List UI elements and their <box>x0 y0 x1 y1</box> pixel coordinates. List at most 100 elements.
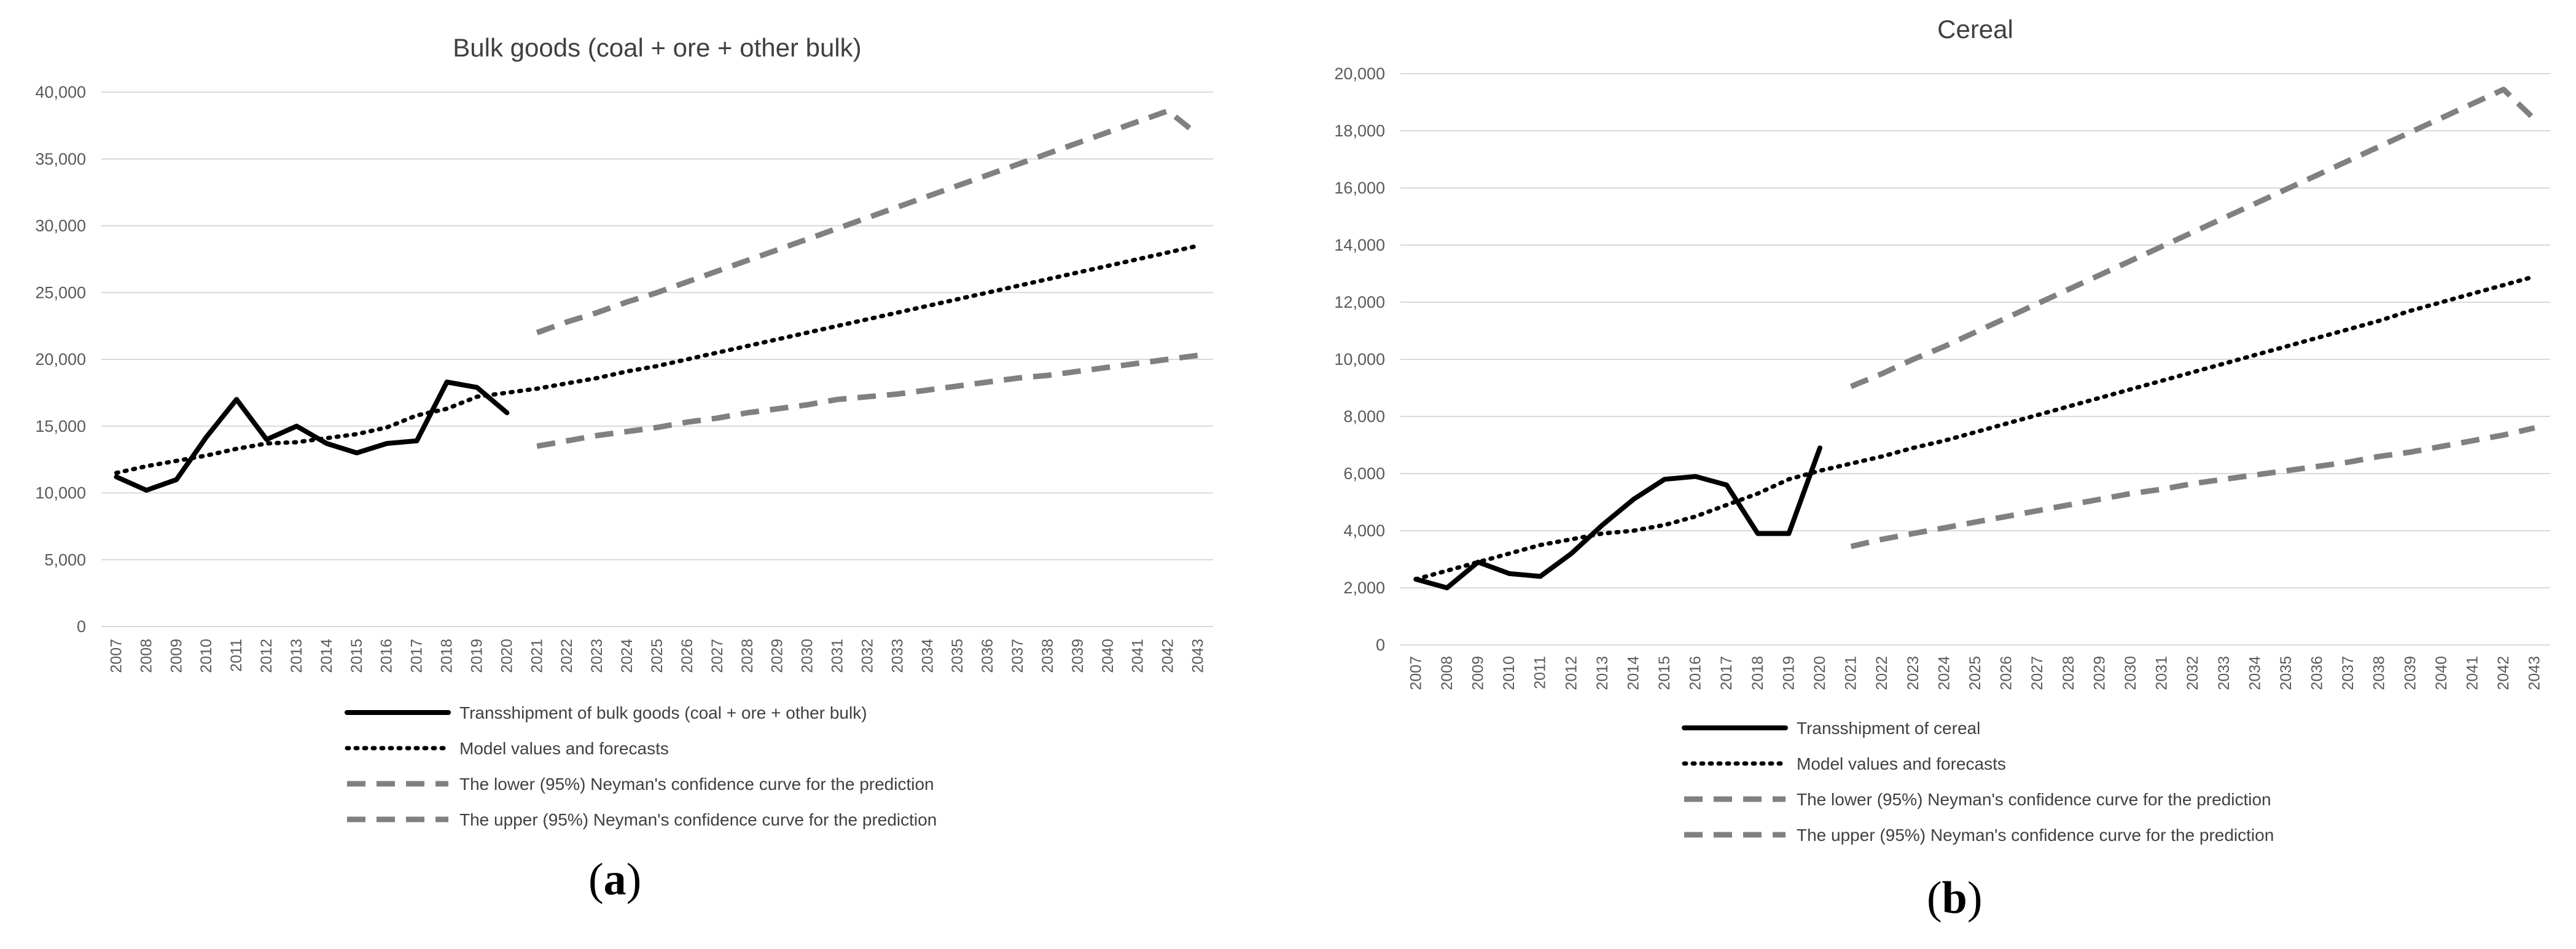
x-tick-label: 2028 <box>2060 656 2077 690</box>
x-tick-label: 2022 <box>558 639 576 673</box>
x-tick-label: 2032 <box>859 639 876 673</box>
x-tick-label: 2026 <box>1998 656 2015 690</box>
x-tick-label: 2033 <box>889 639 906 673</box>
x-tick-label: 2036 <box>979 639 996 673</box>
x-tick-label: 2013 <box>288 639 305 673</box>
y-tick-label: 20,000 <box>35 350 86 369</box>
x-tick-label: 2007 <box>107 639 125 673</box>
x-tick-label: 2007 <box>1407 656 1424 690</box>
series-line-1 <box>114 380 510 493</box>
x-tick-label: 2038 <box>2371 656 2388 690</box>
x-tick-label: 2021 <box>528 639 545 673</box>
chart-title: Bulk goods (coal + ore + other bulk) <box>453 33 861 62</box>
x-tick-label: 2037 <box>2340 656 2357 690</box>
x-tick-label: 2011 <box>1532 656 1549 689</box>
x-tick-label: 2033 <box>2215 656 2233 690</box>
y-tick-label: 2,000 <box>1343 579 1385 597</box>
x-tick-label: 2038 <box>1039 639 1056 673</box>
x-tick-label: 2040 <box>2433 656 2450 690</box>
x-tick-label: 2016 <box>378 639 396 673</box>
x-tick-label: 2034 <box>2246 656 2263 690</box>
x-tick-label: 2020 <box>498 639 515 673</box>
x-tick-label: 2030 <box>2122 656 2139 690</box>
x-tick-label: 2042 <box>1160 639 1177 673</box>
x-tick-label: 2015 <box>348 639 365 673</box>
x-tick-label: 2043 <box>2526 656 2543 690</box>
x-tick-label: 2036 <box>2309 656 2326 690</box>
x-tick-label: 2039 <box>1069 639 1087 673</box>
x-tick-label: 2029 <box>2091 656 2108 690</box>
series-line-2 <box>114 243 1200 475</box>
x-tick-label: 2023 <box>1905 656 1922 690</box>
x-tick-label: 2041 <box>1130 639 1147 673</box>
series-line-4 <box>536 108 1200 335</box>
y-tick-label: 10,000 <box>1334 350 1385 369</box>
x-tick-label: 2013 <box>1594 656 1611 690</box>
legend-label-1: Transshipment of bulk goods (coal + ore … <box>459 703 867 722</box>
y-tick-label: 0 <box>77 617 86 636</box>
x-tick-label: 2024 <box>1935 656 1953 690</box>
y-tick-label: 16,000 <box>1334 179 1385 197</box>
legend-label-2: Model values and forecasts <box>1797 754 2006 773</box>
chart-a-svg: Bulk goods (coal + ore + other bulk) 0 5,0… <box>35 33 1213 829</box>
series-line-3 <box>1850 425 2535 549</box>
x-tick-label: 2014 <box>318 639 335 673</box>
x-tick-label: 2022 <box>1873 656 1891 690</box>
x-tick-label: 2019 <box>468 639 485 673</box>
x-tick-label: 2020 <box>1811 656 1829 690</box>
x-tick-label: 2039 <box>2402 656 2419 690</box>
y-tick-label: 10,000 <box>35 484 86 502</box>
series-line-1 <box>1413 445 1822 590</box>
legend-label-3: The lower (95%) Neyman's confidence curv… <box>459 775 934 794</box>
x-tick-label: 2010 <box>1501 656 1518 690</box>
x-tick-label: 2032 <box>2184 656 2201 690</box>
x-tick-label: 2027 <box>2029 656 2046 690</box>
x-tick-label: 2016 <box>1687 656 1704 690</box>
x-tick-label: 2029 <box>769 639 786 673</box>
x-tick-label: 2026 <box>679 639 696 673</box>
series-line-2 <box>1413 274 2537 582</box>
legend-label-1: Transshipment of cereal <box>1797 719 1980 738</box>
x-tick-label: 2012 <box>1563 656 1580 690</box>
x-tick-label: 2042 <box>2495 656 2512 690</box>
y-tick-label: 6,000 <box>1343 464 1385 483</box>
x-tick-label: 2034 <box>919 639 936 673</box>
x-tick-label: 2018 <box>439 639 456 673</box>
y-tick-label: 40,000 <box>35 83 86 101</box>
x-tick-label: 2040 <box>1099 639 1117 673</box>
x-tick-label: 2035 <box>949 639 966 673</box>
x-tick-label: 2025 <box>1967 656 1984 690</box>
x-tick-label: 2024 <box>619 639 636 673</box>
x-tick-label: 2035 <box>2277 656 2295 690</box>
x-tick-label: 2031 <box>2153 656 2171 690</box>
y-tick-label: 14,000 <box>1334 236 1385 254</box>
y-tick-label: 5,000 <box>44 550 86 569</box>
x-tick-label: 2011 <box>228 639 245 672</box>
x-tick-label: 2009 <box>1469 656 1486 690</box>
x-tick-label: 2043 <box>1190 639 1207 673</box>
y-tick-label: 8,000 <box>1343 407 1385 426</box>
y-tick-label: 20,000 <box>1334 64 1385 83</box>
chart-panel-b: Cereal 0 2,000 4,000 6,000 8,000 10,000 12,000 1… <box>1288 0 2576 949</box>
y-tick-label: 12,000 <box>1334 293 1385 311</box>
x-tick-label: 2037 <box>1009 639 1026 673</box>
y-tick-label: 15,000 <box>35 417 86 435</box>
y-tick-label: 4,000 <box>1343 521 1385 540</box>
chart-title: Cereal <box>1937 15 2013 44</box>
series-line-4 <box>1849 87 2537 389</box>
x-tick-label: 2010 <box>198 639 215 673</box>
x-tick-label: 2018 <box>1749 656 1766 690</box>
x-tick-label: 2031 <box>829 639 846 673</box>
x-tick-label: 2021 <box>1843 656 1860 690</box>
x-tick-label: 2015 <box>1656 656 1673 690</box>
x-tick-label: 2008 <box>138 639 155 673</box>
x-tick-label: 2017 <box>1718 656 1735 690</box>
x-tick-label: 2012 <box>258 639 275 673</box>
x-tick-label: 2030 <box>799 639 816 673</box>
y-tick-label: 0 <box>1376 636 1385 654</box>
legend-label-3: The lower (95%) Neyman's confidence curv… <box>1797 790 2271 809</box>
panel-label-a: (a) <box>588 854 642 905</box>
legend-label-2: Model values and forecasts <box>459 739 669 758</box>
legend-label-4: The upper (95%) Neyman's confidence curv… <box>459 810 937 829</box>
series-line-3 <box>536 353 1199 449</box>
